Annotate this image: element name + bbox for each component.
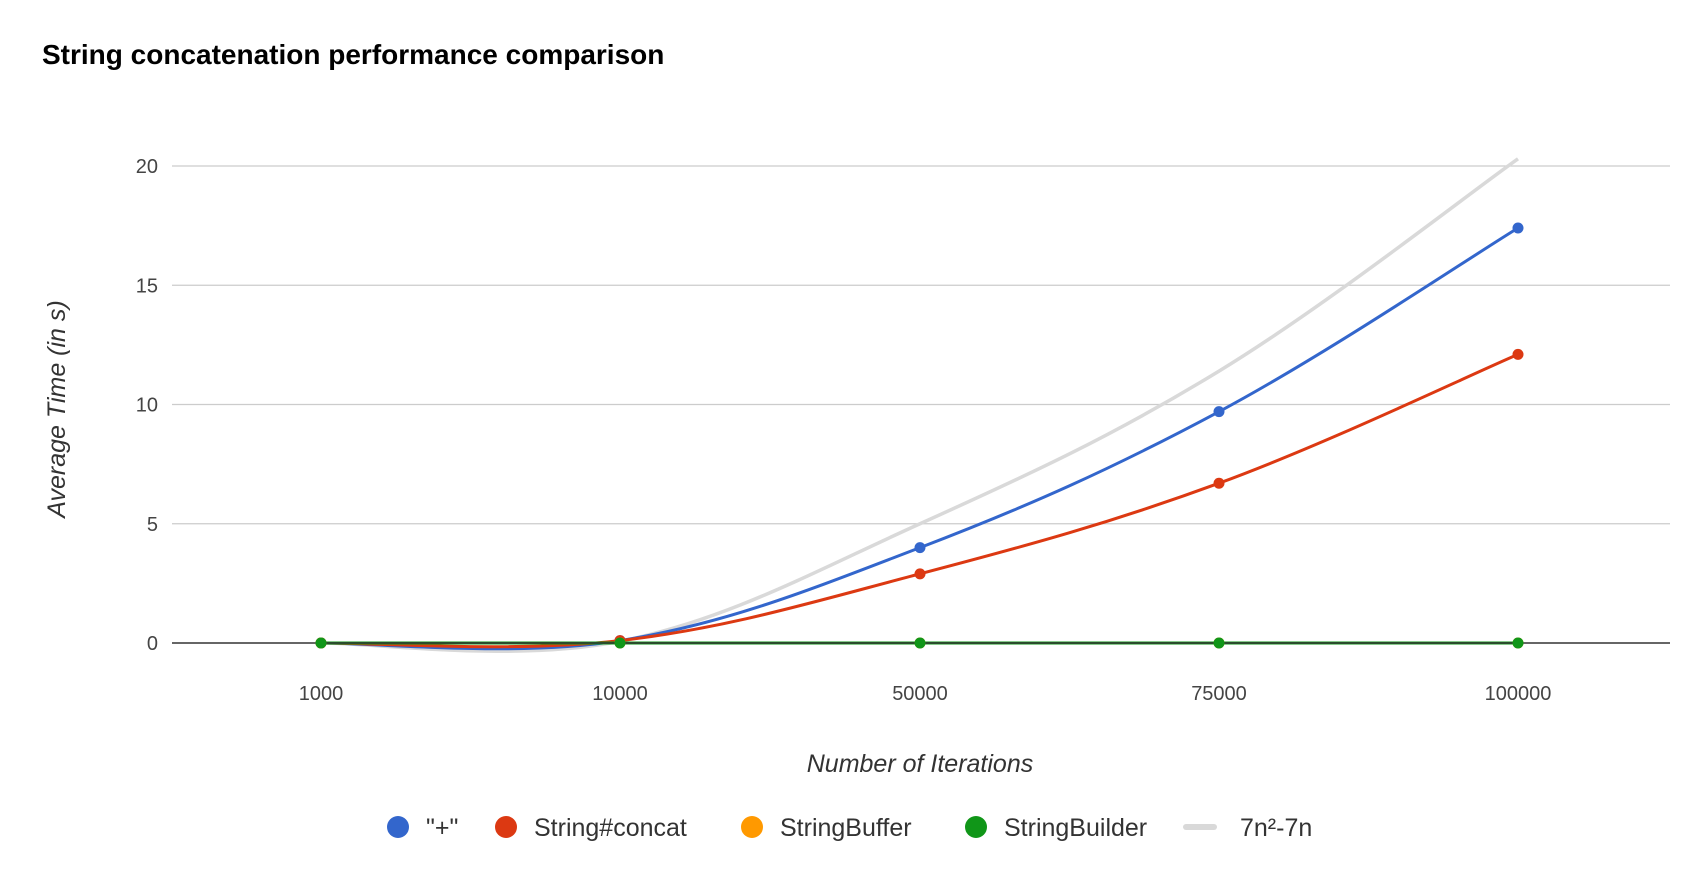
x-tick-label: 10000 (592, 683, 648, 705)
x-axis-ticks: 1000 10000 50000 75000 100000 (299, 683, 1552, 705)
data-point (1512, 637, 1524, 649)
data-point (914, 542, 926, 554)
legend-item: StringBuffer (741, 814, 912, 842)
y-tick-label: 5 (147, 514, 158, 536)
data-point (315, 637, 327, 649)
data-point (1512, 222, 1524, 234)
legend-item: String#concat (495, 814, 687, 842)
data-point (914, 637, 926, 649)
x-tick-label: 50000 (892, 683, 948, 705)
series-line (320, 353, 1519, 649)
data-point (1213, 477, 1225, 489)
legend-label: "+" (426, 814, 458, 842)
data-points (315, 222, 1524, 649)
legend-swatch (965, 816, 987, 838)
legend-label: StringBuffer (780, 814, 912, 842)
gridlines (172, 165, 1670, 525)
legend-label: 7n²-7n (1240, 814, 1312, 842)
x-tick-label: 100000 (1485, 683, 1552, 705)
legend-label: String#concat (534, 814, 687, 842)
data-point (614, 637, 626, 649)
legend-item: StringBuilder (965, 814, 1147, 842)
legend: "+" String#concat StringBuffer StringBuilde… (387, 814, 1312, 842)
y-axis-label: Average Time (in s) (43, 300, 71, 519)
y-tick-label: 0 (147, 633, 158, 655)
y-axis-ticks: 0 5 10 15 20 (136, 156, 158, 655)
legend-item: "+" (387, 814, 458, 842)
y-tick-label: 15 (136, 275, 158, 297)
y-tick-label: 20 (136, 156, 158, 178)
series-line (320, 157, 1520, 653)
data-point (914, 568, 926, 580)
data-point (1213, 406, 1225, 418)
data-point (1213, 637, 1225, 649)
legend-swatch (741, 816, 763, 838)
chart-title: String concatenation performance compari… (42, 39, 664, 70)
data-point (1512, 348, 1524, 360)
x-axis-label: Number of Iterations (807, 750, 1034, 778)
x-tick-label: 75000 (1191, 683, 1247, 705)
x-tick-label: 1000 (299, 683, 344, 705)
legend-swatch (387, 816, 409, 838)
y-tick-label: 10 (136, 395, 158, 417)
legend-swatch (495, 816, 517, 838)
legend-label: StringBuilder (1004, 814, 1147, 842)
legend-item: 7n²-7n (1183, 814, 1312, 842)
